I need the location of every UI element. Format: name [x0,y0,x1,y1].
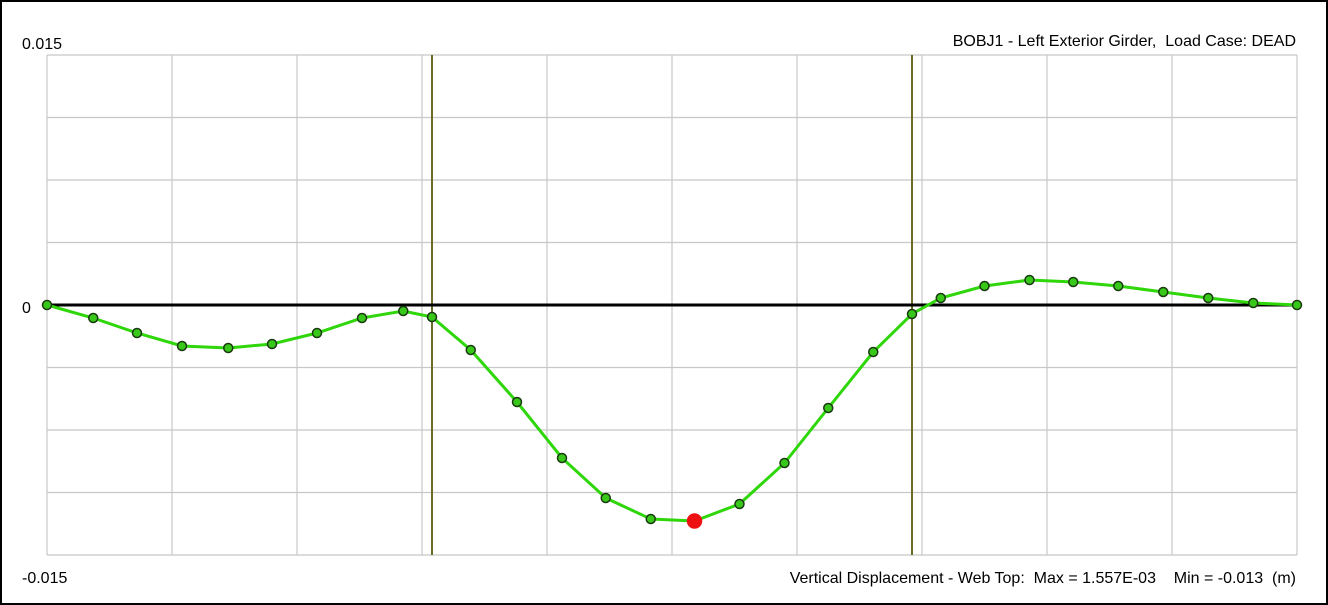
point [465,344,476,356]
point [1291,299,1303,311]
point [1158,286,1169,298]
chart-footer: Vertical Displacement - Web Top: Max = 1… [790,570,1296,587]
point [645,513,656,525]
point [88,312,99,324]
series-line [46,278,1298,523]
point [266,338,278,350]
point [823,402,834,414]
point [223,342,234,354]
point [41,299,53,311]
chart-title: BOBJ1 - Left Exterior Girder, Load Case:… [953,33,1296,50]
point [511,396,523,408]
point [398,305,409,317]
point [600,492,611,504]
y-tick-label: 0.015 [22,36,62,53]
point [426,311,438,323]
point [1113,280,1124,292]
point [556,452,568,464]
point [1248,297,1259,309]
y-tick-label: 0 [22,300,31,317]
point [1024,274,1035,286]
highlight-point [686,513,703,529]
point [131,327,143,339]
point [311,327,323,339]
point [935,292,946,304]
point [979,280,990,292]
point [779,457,790,469]
point [906,308,918,320]
y-tick-label: -0.015 [22,570,67,587]
point [734,498,745,510]
point [1068,276,1079,288]
point [1203,292,1214,304]
point [356,312,368,324]
point [868,346,879,358]
point [176,340,188,352]
